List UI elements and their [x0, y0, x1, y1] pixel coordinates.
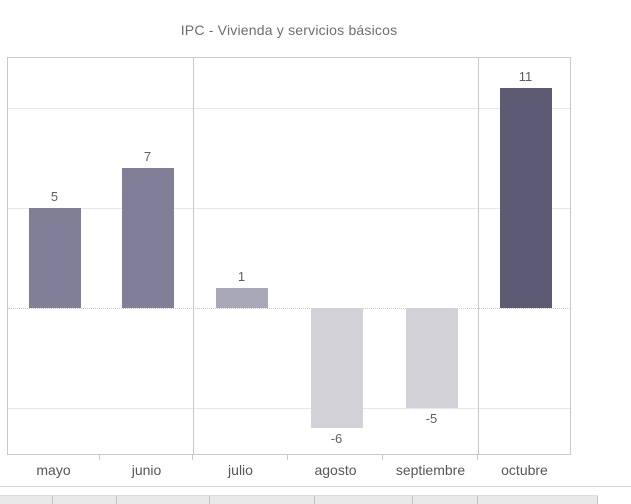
bar-junio[interactable]: [121, 168, 174, 308]
value-label-julio: 1: [237, 269, 246, 284]
value-label-junio: 7: [143, 149, 152, 164]
value-label-octubre: 11: [518, 69, 533, 84]
x-axis: mayo junio julio agosto septiembre octubre: [7, 455, 571, 485]
zero-line: [8, 308, 570, 309]
separator-line: [0, 486, 631, 487]
bottom-strip-cell: [315, 496, 413, 504]
chart-title: IPC - Vivienda y servicios básicos: [180, 22, 398, 38]
bar-mayo[interactable]: [28, 208, 81, 308]
gridline: [8, 408, 570, 409]
value-label-agosto: -6: [330, 431, 343, 446]
pane-divider: [193, 58, 194, 454]
axis-tick: [382, 455, 383, 460]
bar-octubre[interactable]: [499, 88, 552, 308]
plot-area: 5 7 1 -6 -5 11: [7, 57, 571, 455]
pane-divider: [478, 58, 479, 454]
bar-julio[interactable]: [215, 288, 268, 308]
bar-agosto[interactable]: [310, 308, 363, 428]
x-axis-label-septiembre: septiembre: [395, 462, 466, 478]
x-axis-label-julio: julio: [228, 462, 253, 478]
x-axis-label-octubre: octubre: [501, 462, 548, 478]
bottom-strip-cell: [117, 496, 210, 504]
bar-septiembre[interactable]: [405, 308, 458, 408]
gridline: [8, 208, 570, 209]
axis-tick: [287, 455, 288, 460]
x-axis-label-junio: junio: [131, 462, 162, 478]
x-axis-label-mayo: mayo: [36, 462, 71, 478]
gridline: [8, 108, 570, 109]
bottom-strip-cell: [210, 496, 315, 504]
bottom-strip: [0, 495, 598, 504]
bottom-strip-cell: [53, 496, 117, 504]
axis-tick: [99, 455, 100, 460]
bottom-strip-cell: [413, 496, 478, 504]
value-label-mayo: 5: [50, 189, 59, 204]
bottom-strip-cell: [0, 496, 53, 504]
axis-tick: [192, 455, 193, 460]
value-label-septiembre: -5: [425, 411, 438, 426]
axis-tick: [477, 455, 478, 460]
bottom-strip-cell: [478, 496, 598, 504]
x-axis-label-agosto: agosto: [314, 462, 357, 478]
